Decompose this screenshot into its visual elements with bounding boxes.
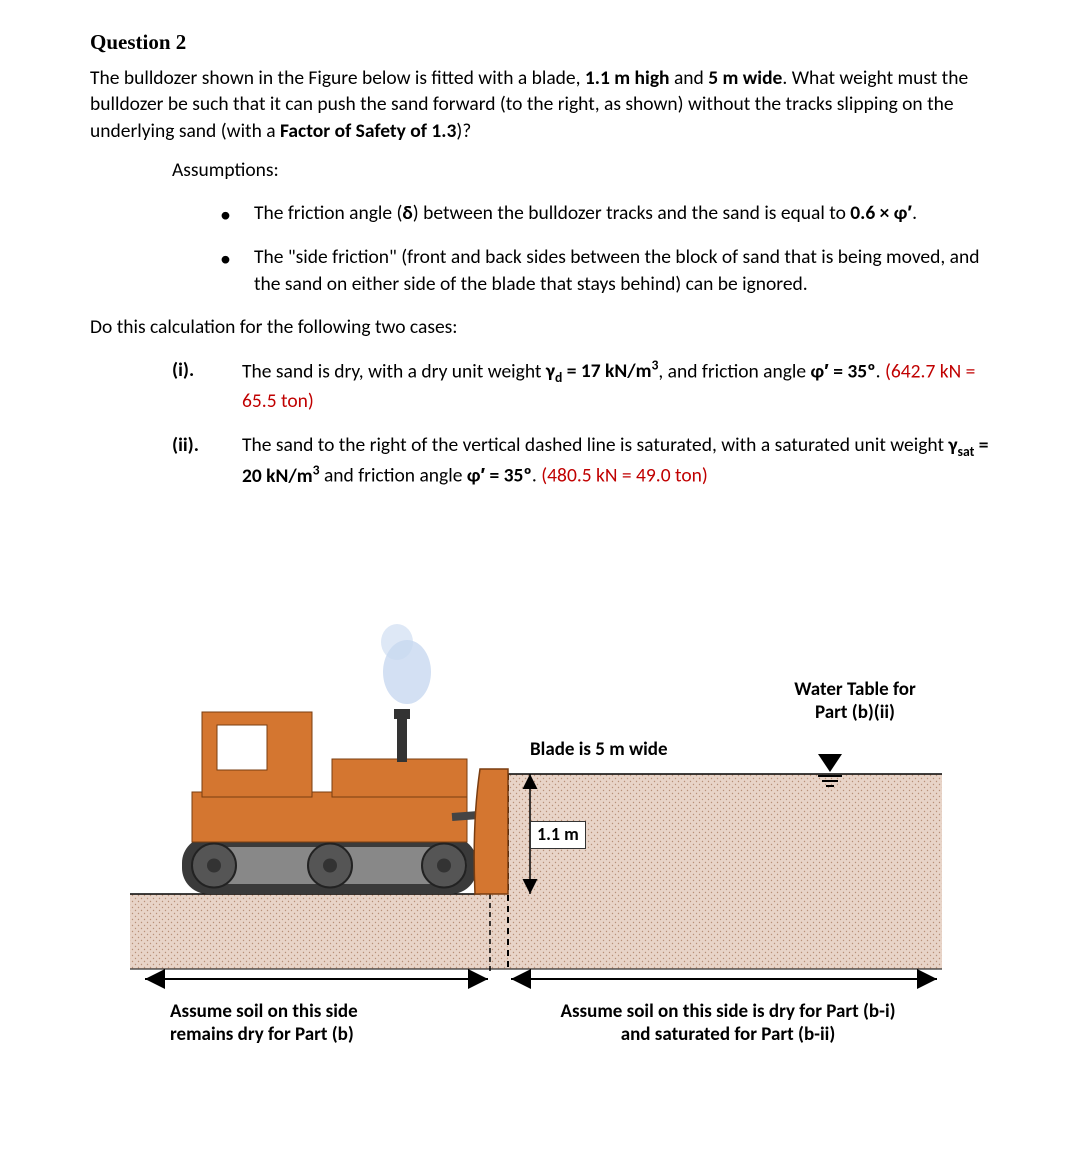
left-note-line2: remains dry for Part (b) — [170, 1023, 354, 1046]
case-item: (i). The sand is dry, with a dry unit we… — [172, 357, 990, 414]
assumptions-label: Assumptions: — [172, 158, 990, 182]
figure-svg — [110, 549, 970, 1069]
question-title: Question 2 — [90, 30, 990, 55]
cases-label: Do this calculation for the following tw… — [90, 315, 990, 339]
right-note-line2: and saturated for Part (b-ii) — [621, 1023, 836, 1046]
case-number: (ii). — [172, 432, 242, 489]
case-number: (i). — [172, 357, 242, 414]
water-table-line1: Water Table for — [794, 678, 915, 701]
assumption-item: The friction angle (δ) between the bulld… — [220, 200, 990, 226]
blade-height-label: 1.1 m — [530, 821, 586, 849]
question-intro: The bulldozer shown in the Figure below … — [90, 65, 990, 144]
blade-width-label: Blade is 5 m wide — [530, 739, 668, 762]
left-note-line1: Assume soil on this side — [170, 1000, 358, 1023]
water-table-line2: Part (b)(ii) — [815, 701, 895, 724]
case-item: (ii). The sand to the right of the verti… — [172, 432, 990, 489]
water-table-label: Water Table for Part (b)(ii) — [750, 679, 960, 725]
right-note-line1: Assume soil on this side is dry for Part… — [560, 1000, 895, 1023]
figure: Blade is 5 m wide 1.1 m Water Table for … — [110, 549, 970, 1069]
case-text: The sand is dry, with a dry unit weight … — [242, 357, 990, 414]
right-note: Assume soil on this side is dry for Part… — [508, 1001, 948, 1047]
page: Question 2 The bulldozer shown in the Fi… — [0, 0, 1080, 1156]
assumption-item: The "side friction" (front and back side… — [220, 244, 990, 297]
case-text: The sand to the right of the vertical da… — [242, 432, 990, 489]
assumptions-list: The friction angle (δ) between the bulld… — [220, 200, 990, 297]
left-note: Assume soil on this side remains dry for… — [170, 1001, 358, 1047]
